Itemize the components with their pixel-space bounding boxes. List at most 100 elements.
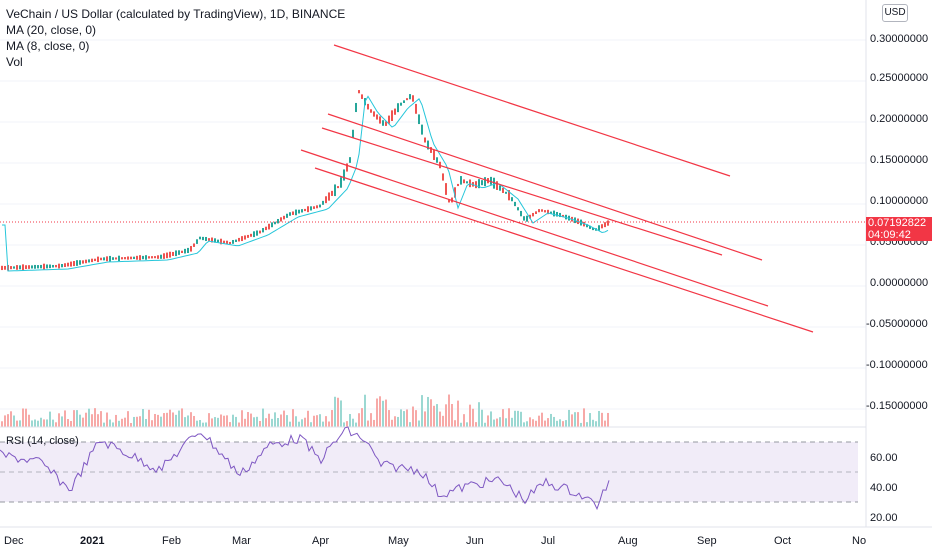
volume-bar xyxy=(487,415,489,427)
candle xyxy=(421,124,423,135)
volume-bar xyxy=(322,421,324,427)
volume-bar xyxy=(136,416,138,427)
candle xyxy=(319,204,321,208)
volume-bar xyxy=(292,409,294,427)
volume-bar xyxy=(547,418,549,427)
candle xyxy=(205,236,207,242)
candle xyxy=(103,257,105,261)
price-axis[interactable]: 0.30000000 0.25000000 0.20000000 0.15000… xyxy=(866,33,928,412)
volume-bar xyxy=(169,409,171,427)
candle xyxy=(550,211,552,214)
volume-bar xyxy=(334,396,336,427)
candle xyxy=(160,254,162,259)
candle xyxy=(340,177,342,188)
volume-bar xyxy=(556,420,558,427)
candle xyxy=(463,179,465,184)
last-price-value: 0.07192822 xyxy=(868,217,927,229)
volume-bar xyxy=(550,413,552,427)
candle xyxy=(379,116,381,124)
ma20-line xyxy=(2,95,609,272)
volume-bar xyxy=(202,422,204,427)
rsi-legend[interactable]: RSI (14, close) xyxy=(6,435,79,447)
candle xyxy=(193,243,195,247)
channel-line-5[interactable] xyxy=(314,167,814,333)
volume-bar xyxy=(142,409,144,427)
volume-bar xyxy=(523,422,525,427)
volume-bar xyxy=(400,409,402,427)
currency-button[interactable]: USD xyxy=(882,4,908,22)
candle xyxy=(397,103,399,113)
candle xyxy=(265,226,267,231)
candle xyxy=(133,256,135,260)
volume-bar xyxy=(184,417,186,427)
volume-bar xyxy=(106,412,108,427)
volume-bar xyxy=(535,420,537,427)
volume-bar xyxy=(490,411,492,427)
ma20-legend[interactable]: MA (20, close, 0) xyxy=(6,23,97,37)
volume-bar xyxy=(31,420,33,427)
candle xyxy=(91,258,93,263)
candle xyxy=(175,250,177,257)
candle xyxy=(118,255,120,262)
volume-bar xyxy=(328,421,330,427)
candle xyxy=(490,176,492,185)
candle xyxy=(247,234,249,238)
candle xyxy=(475,181,477,189)
volume-bar xyxy=(343,422,345,427)
vol-legend[interactable]: Vol xyxy=(6,55,23,69)
volume-bar xyxy=(472,408,474,427)
candle xyxy=(316,205,318,209)
candle xyxy=(250,233,252,237)
candle xyxy=(115,257,117,260)
volume-bar xyxy=(346,421,348,427)
volume-bar xyxy=(565,420,567,427)
volume-bar xyxy=(214,417,216,427)
volume-bar xyxy=(61,416,63,427)
ma8-legend[interactable]: MA (8, close, 0) xyxy=(6,39,90,53)
volume-bar xyxy=(511,417,513,427)
candle xyxy=(277,218,279,224)
candle xyxy=(169,251,171,258)
trend-channel-lines[interactable] xyxy=(300,44,814,333)
volume-bar xyxy=(4,415,6,427)
volume-bar xyxy=(94,408,96,427)
candle xyxy=(49,264,51,269)
time-tick: Mar xyxy=(232,535,251,547)
candle xyxy=(484,177,486,187)
candle xyxy=(526,215,528,222)
candle xyxy=(145,255,147,260)
volume-bar xyxy=(373,419,375,427)
volume-bar xyxy=(580,422,582,427)
rsi-axis[interactable]: 60.00 40.00 20.00 xyxy=(870,452,898,524)
channel-line-4[interactable] xyxy=(300,149,769,307)
candle xyxy=(25,265,27,270)
volume-bar xyxy=(289,421,291,427)
volume-bar xyxy=(367,420,369,427)
candle xyxy=(259,230,261,234)
volume-bar xyxy=(154,413,156,427)
candle xyxy=(295,209,297,216)
volume-bar xyxy=(277,417,279,427)
volume-bar xyxy=(607,412,609,427)
volume-bar xyxy=(376,398,378,427)
candle xyxy=(460,176,462,185)
volume-bar xyxy=(196,420,198,427)
candle xyxy=(100,257,102,261)
time-axis[interactable]: Dec 2021 Feb Mar Apr May Jun Jul Aug Sep… xyxy=(4,535,866,547)
candle xyxy=(529,214,531,219)
channel-line-3[interactable] xyxy=(321,127,723,256)
chart-legend[interactable]: VeChain / US Dollar (calculated by Tradi… xyxy=(6,6,345,70)
channel-line-2[interactable] xyxy=(327,113,763,261)
candle xyxy=(172,251,174,256)
volume-bar xyxy=(271,418,273,427)
candle xyxy=(52,264,54,268)
candle xyxy=(181,250,183,254)
channel-line-1[interactable] xyxy=(333,44,731,177)
symbol-title[interactable]: VeChain / US Dollar (calculated by Tradi… xyxy=(6,7,346,21)
candle xyxy=(238,237,240,242)
candle xyxy=(370,109,372,113)
price-tick: 0.25000000 xyxy=(870,72,928,84)
volume-bar xyxy=(358,413,360,427)
volume-bar xyxy=(604,420,606,427)
